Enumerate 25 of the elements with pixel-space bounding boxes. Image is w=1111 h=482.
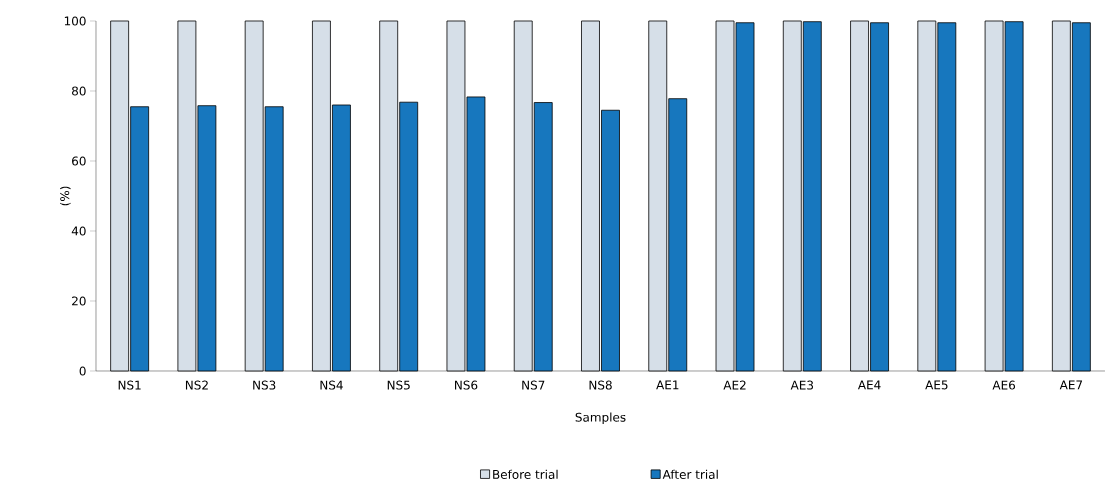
y-tick-label: 0 — [79, 366, 86, 376]
x-axis-title: Samples — [575, 412, 626, 425]
x-tick-label: NS5 — [387, 380, 410, 390]
y-tick-label: 100 — [64, 16, 86, 26]
x-tick-label: NS1 — [118, 380, 141, 390]
y-tick-label: 20 — [72, 296, 86, 306]
x-tick-label: NS7 — [522, 380, 545, 390]
x-tick-label: NS2 — [185, 380, 208, 390]
x-tick-label: AE3 — [790, 380, 814, 390]
x-tick-label: AE1 — [656, 380, 679, 390]
y-tick-label: 60 — [72, 156, 86, 166]
x-tick-label: AE2 — [723, 380, 746, 390]
legend-label: After trial — [662, 469, 718, 479]
x-tick-label: NS3 — [253, 380, 276, 390]
x-tick-label: AE4 — [857, 380, 881, 390]
y-tick-label: 40 — [71, 226, 86, 236]
x-tick-label: NS6 — [455, 380, 478, 390]
x-tick-label: AE7 — [1059, 380, 1083, 390]
x-tick-label: AE5 — [925, 380, 948, 390]
x-tick-label: NS4 — [320, 380, 343, 390]
y-tick-label: 80 — [72, 86, 86, 96]
x-tick-label: NS8 — [589, 380, 612, 390]
x-tick-label: AE6 — [992, 380, 1016, 390]
legend-label: Before trial — [493, 469, 558, 479]
y-axis-title: (%) — [60, 186, 71, 206]
